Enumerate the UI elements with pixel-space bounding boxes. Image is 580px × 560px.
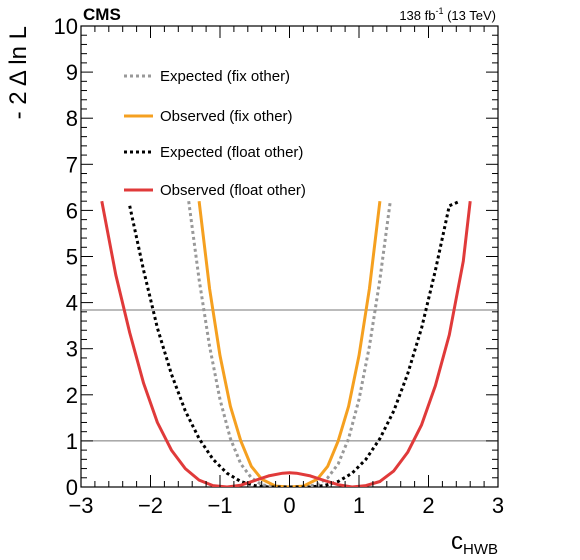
- x-tick-label: 3: [492, 493, 504, 518]
- x-tick-label: 0: [283, 493, 295, 518]
- x-tick-label: 2: [422, 493, 434, 518]
- x-tick-label: −1: [207, 493, 232, 518]
- series-curve-observed-fix-other: [197, 201, 382, 487]
- y-tick-label: 1: [66, 429, 78, 454]
- series-layer: [100, 199, 472, 487]
- y-tick-label: 4: [66, 291, 78, 316]
- reference-lines: [81, 309, 498, 442]
- y-tick-label: 8: [66, 106, 78, 131]
- x-axis-tick-labels: −3 −2 −1 0 1 2 3: [68, 493, 504, 518]
- y-tick-label: 3: [66, 337, 78, 362]
- x-tick-label: −3: [68, 493, 93, 518]
- x-tick-label: −2: [138, 493, 163, 518]
- y-tick-label: 10: [54, 14, 78, 39]
- series-curve-expected-float-other: [128, 199, 461, 487]
- y-axis-title: - 2 Δ ln L: [5, 26, 32, 119]
- x-axis-title: cHWB: [451, 528, 498, 558]
- legend-label: Observed (fix other): [160, 108, 293, 125]
- x-tick-label: 1: [353, 493, 365, 518]
- experiment-label: CMS: [83, 5, 121, 24]
- y-tick-label: 5: [66, 245, 78, 270]
- series-curve-observed-float-other: [100, 200, 472, 487]
- y-tick-label: 0: [66, 475, 78, 500]
- y-tick-label: 6: [66, 198, 78, 223]
- legend-label: Expected (float other): [160, 144, 303, 161]
- y-tick-label: 7: [66, 152, 78, 177]
- legend-label: Expected (fix other): [160, 68, 290, 85]
- axis-ticks: [80, 25, 499, 488]
- plot-frame: [80, 25, 499, 488]
- legend-label: Observed (float other): [160, 182, 306, 199]
- y-tick-label: 2: [66, 383, 78, 408]
- legend: Expected (fix other) Observed (fix other)…: [124, 68, 306, 199]
- y-axis-tick-labels: 0 1 2 3 4 5 6 7 8 9 10: [54, 14, 78, 500]
- series-curve-expected-fix-other: [187, 201, 392, 487]
- y-tick-label: 9: [66, 60, 78, 85]
- luminosity-label: 138 fb-1 (13 TeV): [399, 6, 496, 23]
